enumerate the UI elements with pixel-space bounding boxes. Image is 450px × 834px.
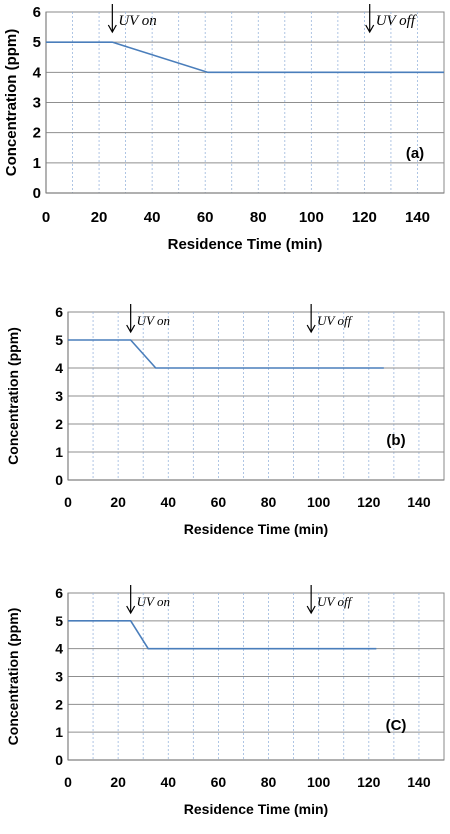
y-tick-label: 2 (33, 125, 41, 142)
x-tick-label: 80 (261, 494, 277, 510)
annotation-label: UV on (137, 313, 170, 328)
y-tick-label: 0 (33, 185, 41, 202)
y-tick-label: 5 (33, 34, 41, 51)
annotation-arrowhead (126, 324, 136, 334)
x-tick-label: 140 (407, 494, 431, 510)
y-tick-label: 6 (33, 4, 41, 21)
x-tick-label: 0 (64, 774, 72, 790)
y-tick-label: 4 (55, 641, 63, 657)
x-tick-label: 120 (352, 209, 377, 226)
x-tick-label: 40 (160, 494, 176, 510)
y-tick-label: 3 (55, 669, 63, 685)
x-tick-label: 60 (211, 774, 227, 790)
y-tick-label: 2 (55, 696, 63, 712)
y-tick-label: 6 (55, 304, 63, 320)
x-tick-label: 40 (160, 774, 176, 790)
x-tick-label: 120 (357, 494, 381, 510)
x-tick-label: 20 (110, 774, 126, 790)
y-tick-label: 1 (33, 155, 41, 172)
annotation-arrowhead (306, 324, 316, 334)
y-axis-label: Concentration (ppm) (5, 608, 21, 746)
panel-label: (a) (406, 145, 424, 162)
annotation-arrowhead (306, 605, 316, 615)
x-axis-label: Residence Time (min) (184, 801, 328, 817)
y-tick-label: 3 (33, 95, 41, 112)
x-tick-label: 120 (357, 774, 381, 790)
y-tick-label: 6 (55, 585, 63, 601)
x-axis-label: Residence Time (min) (168, 236, 323, 253)
y-tick-label: 1 (55, 444, 63, 460)
annotation-label: UV off (317, 594, 353, 609)
annotation-arrowhead (126, 605, 136, 615)
x-tick-label: 100 (299, 209, 324, 226)
series-line (46, 41, 444, 74)
annotation-label: UV on (137, 594, 170, 609)
annotation-label: UV off (376, 13, 417, 29)
series-line (68, 339, 384, 369)
y-axis-label: Concentration (ppm) (5, 327, 21, 465)
x-tick-label: 100 (307, 494, 331, 510)
y-tick-label: 3 (55, 388, 63, 404)
y-tick-label: 5 (55, 613, 63, 629)
y-tick-label: 4 (33, 64, 42, 81)
y-axis-label: Concentration (ppm) (3, 29, 20, 177)
annotation-label: UV off (317, 313, 353, 328)
x-tick-label: 60 (197, 209, 214, 226)
x-tick-label: 60 (211, 494, 227, 510)
annotation-arrowhead (365, 24, 375, 34)
series-line (68, 620, 377, 650)
x-tick-label: 100 (307, 774, 331, 790)
x-axis-label: Residence Time (min) (184, 521, 328, 537)
x-tick-label: 0 (42, 209, 50, 226)
panel-label: (C) (386, 717, 407, 734)
y-tick-label: 0 (55, 472, 63, 488)
x-tick-label: 140 (407, 774, 431, 790)
y-tick-label: 1 (55, 724, 63, 740)
y-tick-label: 0 (55, 752, 63, 768)
x-tick-label: 0 (64, 494, 72, 510)
annotation-label: UV on (118, 13, 156, 29)
x-tick-label: 20 (91, 209, 108, 226)
y-tick-label: 2 (55, 416, 63, 432)
x-tick-label: 80 (261, 774, 277, 790)
y-tick-label: 5 (55, 332, 63, 348)
x-tick-label: 140 (405, 209, 430, 226)
x-tick-label: 20 (110, 494, 126, 510)
annotation-arrowhead (107, 24, 117, 34)
y-tick-label: 4 (55, 360, 63, 376)
x-tick-label: 40 (144, 209, 161, 226)
x-tick-label: 80 (250, 209, 267, 226)
panel-label: (b) (386, 432, 405, 449)
